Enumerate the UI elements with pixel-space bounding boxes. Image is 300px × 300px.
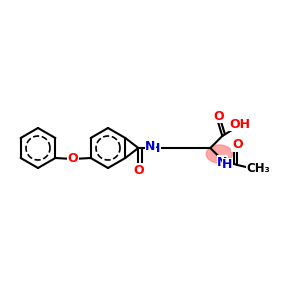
Text: H: H xyxy=(222,158,232,172)
Text: N: N xyxy=(145,140,155,154)
Text: O: O xyxy=(68,152,78,166)
Text: O: O xyxy=(133,164,144,176)
Ellipse shape xyxy=(206,145,232,163)
Text: O: O xyxy=(213,110,224,122)
Text: O: O xyxy=(232,139,243,152)
Text: H: H xyxy=(150,142,160,154)
Text: OH: OH xyxy=(230,118,251,130)
Text: N: N xyxy=(217,155,227,169)
Text: CH₃: CH₃ xyxy=(246,161,270,175)
